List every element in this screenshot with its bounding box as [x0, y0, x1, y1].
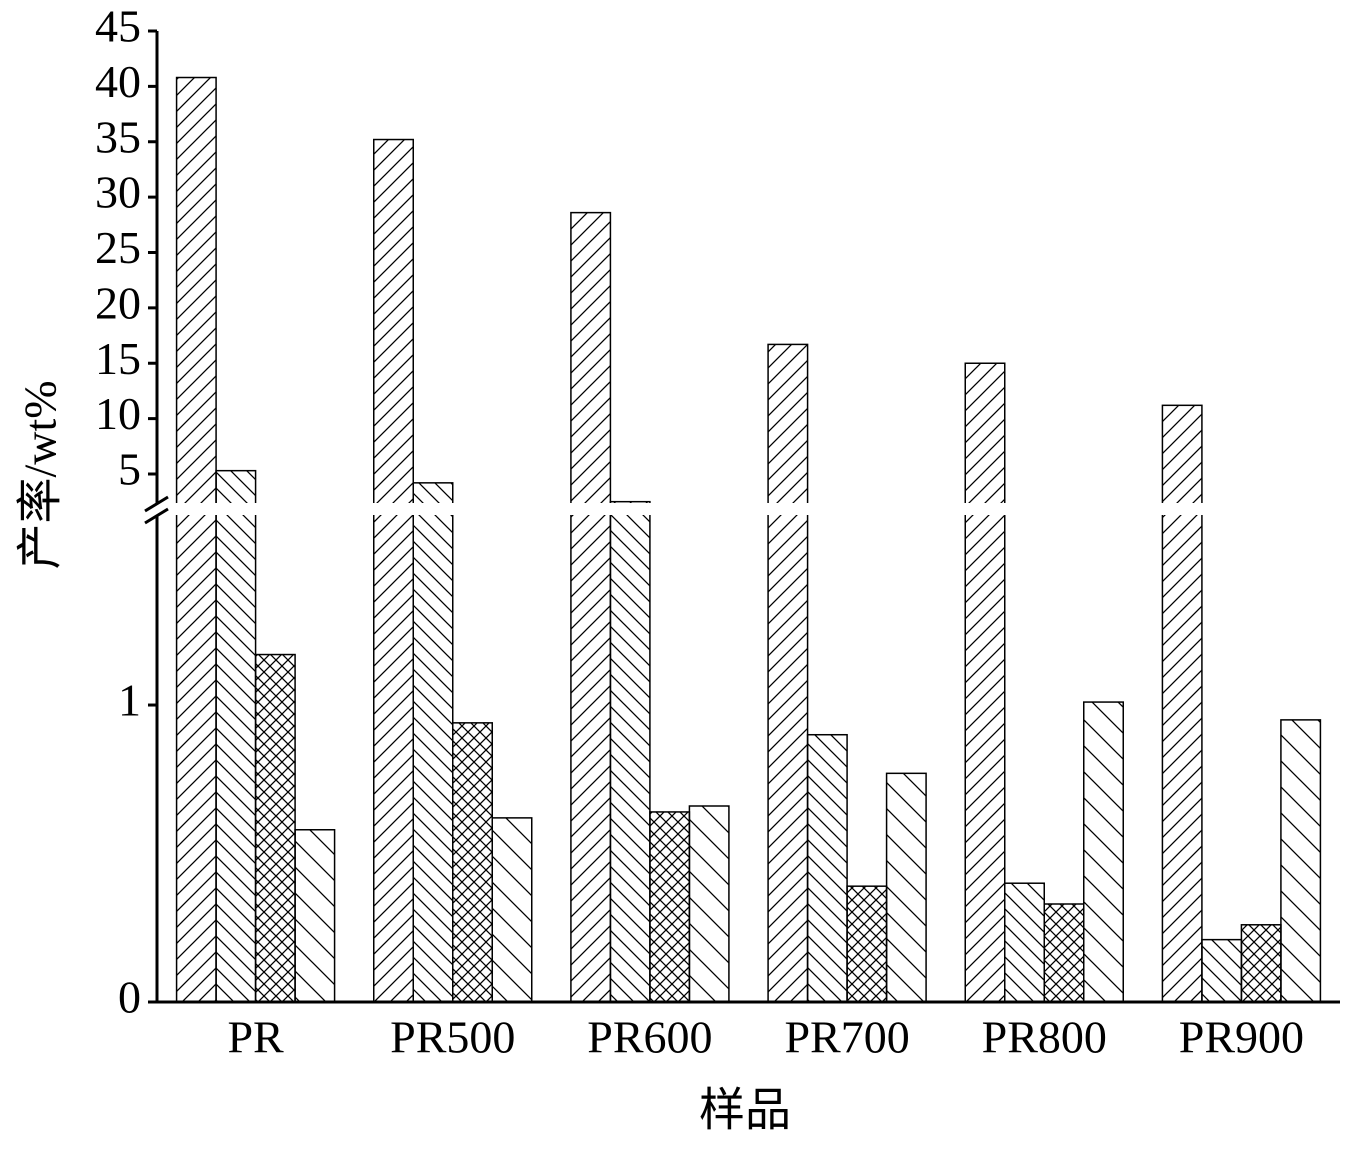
bar — [1280, 719, 1322, 1003]
bar — [491, 817, 533, 1003]
y-axis-label: 产率/wt% — [15, 380, 66, 569]
bar — [215, 469, 257, 1003]
bars — [175, 76, 1322, 1003]
bar — [175, 76, 217, 1003]
bar — [688, 805, 730, 1003]
bar — [1240, 924, 1282, 1003]
x-tick-label: PR — [227, 1012, 284, 1063]
y-tick-label: 35 — [95, 111, 141, 162]
axes — [144, 31, 1340, 1004]
y-tick-label: 45 — [95, 1, 141, 52]
x-axis-label: 样品 — [699, 1085, 791, 1136]
bar — [452, 722, 493, 1003]
bar — [373, 138, 414, 1003]
bar — [609, 500, 651, 1003]
y-tick-label: 20 — [95, 277, 141, 328]
y-tick-label: 40 — [95, 56, 141, 107]
bar — [1004, 882, 1045, 1003]
bar — [254, 653, 296, 1003]
y-tick-label: 15 — [95, 333, 141, 384]
bar — [1201, 938, 1243, 1003]
bar — [885, 772, 927, 1003]
bar — [964, 362, 1006, 1003]
bar — [1043, 903, 1085, 1003]
y-tick-label: 10 — [95, 388, 141, 439]
x-tick-label: PR700 — [784, 1012, 909, 1063]
bar — [767, 343, 809, 1003]
bar — [1161, 404, 1203, 1003]
bar — [294, 829, 336, 1003]
x-tick-label: PR900 — [1179, 1012, 1304, 1063]
axis-break-mark — [144, 495, 169, 525]
y-tick-label: 1 — [118, 675, 141, 726]
x-tick-label: PR500 — [390, 1012, 515, 1063]
y-tick-label: 5 — [118, 444, 141, 495]
x-tick-label: PR800 — [982, 1012, 1107, 1063]
y-tick-label: 30 — [95, 167, 141, 218]
y-tick-label: 25 — [95, 222, 141, 273]
x-tick-label: PR600 — [587, 1012, 712, 1063]
bar — [412, 482, 454, 1003]
y-tick-label: 0 — [118, 972, 141, 1023]
bar — [1083, 701, 1124, 1003]
bar — [570, 211, 612, 1003]
axis-break-gap — [150, 503, 1350, 515]
bar — [806, 733, 848, 1003]
bar — [846, 885, 888, 1003]
bar — [649, 811, 691, 1003]
